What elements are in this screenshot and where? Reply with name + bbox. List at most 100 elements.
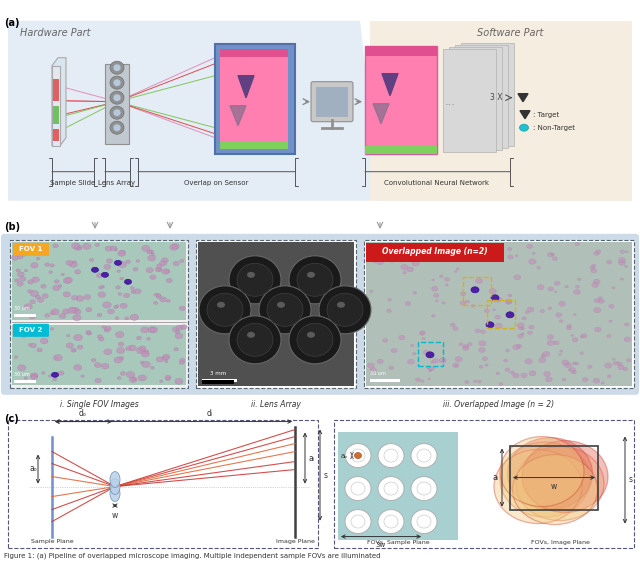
Ellipse shape [568, 369, 572, 371]
Ellipse shape [161, 258, 168, 263]
Ellipse shape [351, 482, 365, 495]
Ellipse shape [625, 323, 629, 326]
Ellipse shape [417, 515, 431, 528]
Ellipse shape [543, 371, 550, 377]
Ellipse shape [267, 293, 303, 327]
Ellipse shape [559, 350, 563, 352]
Ellipse shape [31, 375, 38, 380]
Bar [487, 300, 515, 328]
Ellipse shape [355, 453, 362, 459]
Ellipse shape [556, 313, 562, 317]
Ellipse shape [125, 279, 131, 284]
Ellipse shape [29, 314, 36, 319]
Ellipse shape [45, 313, 50, 317]
Ellipse shape [548, 307, 552, 310]
Ellipse shape [102, 302, 111, 308]
Ellipse shape [593, 308, 601, 313]
Ellipse shape [420, 380, 424, 382]
Ellipse shape [174, 348, 179, 351]
Ellipse shape [114, 305, 118, 309]
Ellipse shape [247, 272, 255, 278]
Text: (b): (b) [4, 222, 20, 232]
Bar [53, 129, 59, 141]
Ellipse shape [163, 354, 170, 359]
Text: dᵢ: dᵢ [207, 409, 213, 417]
Text: s: s [629, 475, 633, 484]
Ellipse shape [420, 331, 426, 335]
Ellipse shape [110, 76, 124, 89]
Text: (a): (a) [4, 18, 19, 28]
Ellipse shape [51, 373, 58, 377]
Ellipse shape [32, 314, 35, 317]
Ellipse shape [625, 265, 628, 268]
Ellipse shape [162, 355, 169, 361]
Ellipse shape [351, 515, 365, 528]
Ellipse shape [468, 343, 472, 346]
Ellipse shape [465, 381, 469, 384]
Text: Overlap on Sensor: Overlap on Sensor [184, 180, 248, 186]
Ellipse shape [179, 361, 184, 365]
Ellipse shape [154, 301, 157, 304]
Text: (c): (c) [4, 413, 19, 424]
Ellipse shape [554, 291, 557, 293]
Ellipse shape [30, 343, 36, 348]
Ellipse shape [612, 358, 615, 361]
Ellipse shape [537, 266, 541, 269]
Ellipse shape [30, 373, 38, 378]
FancyBboxPatch shape [10, 240, 188, 388]
Ellipse shape [539, 358, 546, 363]
Ellipse shape [259, 286, 311, 334]
Ellipse shape [20, 332, 28, 338]
Ellipse shape [433, 359, 438, 363]
Ellipse shape [427, 367, 430, 369]
FancyBboxPatch shape [334, 420, 634, 547]
Ellipse shape [110, 246, 117, 251]
Ellipse shape [54, 356, 58, 359]
Ellipse shape [75, 270, 81, 274]
Ellipse shape [94, 363, 101, 367]
Ellipse shape [17, 249, 22, 252]
Text: ...: ... [445, 97, 456, 107]
Ellipse shape [406, 267, 413, 272]
Ellipse shape [573, 313, 576, 316]
Ellipse shape [527, 244, 532, 248]
Ellipse shape [532, 252, 535, 255]
Ellipse shape [18, 255, 23, 259]
Ellipse shape [59, 313, 66, 319]
Ellipse shape [45, 263, 50, 266]
Ellipse shape [412, 352, 416, 355]
Ellipse shape [513, 344, 520, 350]
Bar [316, 87, 348, 117]
Ellipse shape [113, 124, 121, 132]
Ellipse shape [518, 334, 524, 338]
Ellipse shape [86, 308, 92, 312]
Ellipse shape [423, 350, 429, 354]
Ellipse shape [148, 250, 154, 254]
Ellipse shape [452, 363, 459, 367]
Ellipse shape [481, 330, 486, 333]
Text: Figure 1: (a) Pipeline of overlapped microscope imaging. Multiple independent sa: Figure 1: (a) Pipeline of overlapped mic… [4, 552, 381, 559]
Ellipse shape [500, 436, 584, 507]
Bar [12, 242, 186, 320]
Ellipse shape [572, 370, 577, 374]
Ellipse shape [609, 304, 614, 308]
Ellipse shape [371, 255, 374, 257]
Ellipse shape [493, 309, 495, 311]
Ellipse shape [165, 377, 170, 381]
Ellipse shape [455, 356, 462, 362]
Ellipse shape [32, 277, 40, 282]
Polygon shape [455, 45, 508, 148]
Ellipse shape [431, 315, 435, 317]
Ellipse shape [176, 325, 183, 330]
Ellipse shape [36, 329, 42, 333]
Ellipse shape [391, 348, 397, 353]
Ellipse shape [104, 264, 111, 270]
FancyBboxPatch shape [13, 324, 49, 337]
Text: w: w [112, 511, 118, 520]
Ellipse shape [547, 340, 554, 346]
Ellipse shape [476, 278, 483, 283]
Ellipse shape [115, 260, 122, 265]
Text: : Target: : Target [533, 112, 559, 118]
Ellipse shape [508, 255, 513, 259]
Ellipse shape [99, 286, 103, 289]
